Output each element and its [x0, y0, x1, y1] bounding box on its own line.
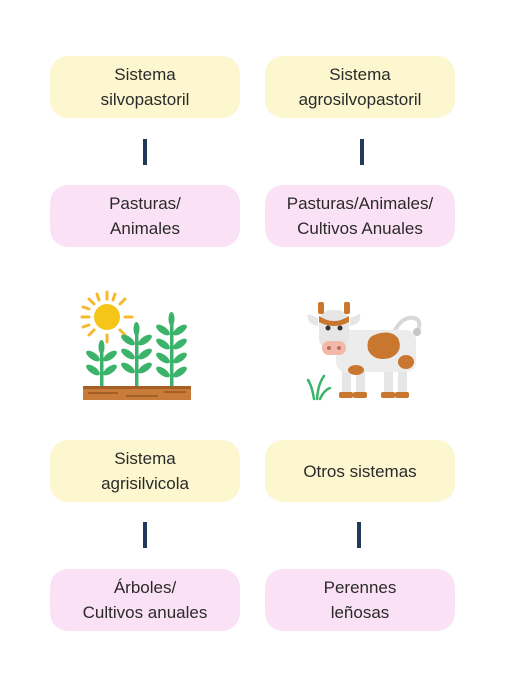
- box-perennes-lenosas: Perennes leñosas: [265, 569, 455, 631]
- connector-line: [143, 139, 147, 165]
- box-sistema-agrosilvopastoril: Sistema agrosilvopastoril: [265, 56, 455, 118]
- box-pasturas-animales: Pasturas/ Animales: [50, 185, 240, 247]
- box-otros-sistemas: Otros sistemas: [265, 440, 455, 502]
- connector-line: [360, 139, 364, 165]
- cow-icon: [306, 302, 422, 401]
- crops-sun-icon: [80, 290, 191, 400]
- box-pasturas-animales-cultivos: Pasturas/Animales/ Cultivos Anuales: [265, 185, 455, 247]
- connector-line: [143, 522, 147, 548]
- box-sistema-silvopastoril: Sistema silvopastoril: [50, 56, 240, 118]
- box-arboles-cultivos: Árboles/ Cultivos anuales: [50, 569, 240, 631]
- connector-line: [357, 522, 361, 548]
- box-sistema-agrisilvicola: Sistema agrisilvicola: [50, 440, 240, 502]
